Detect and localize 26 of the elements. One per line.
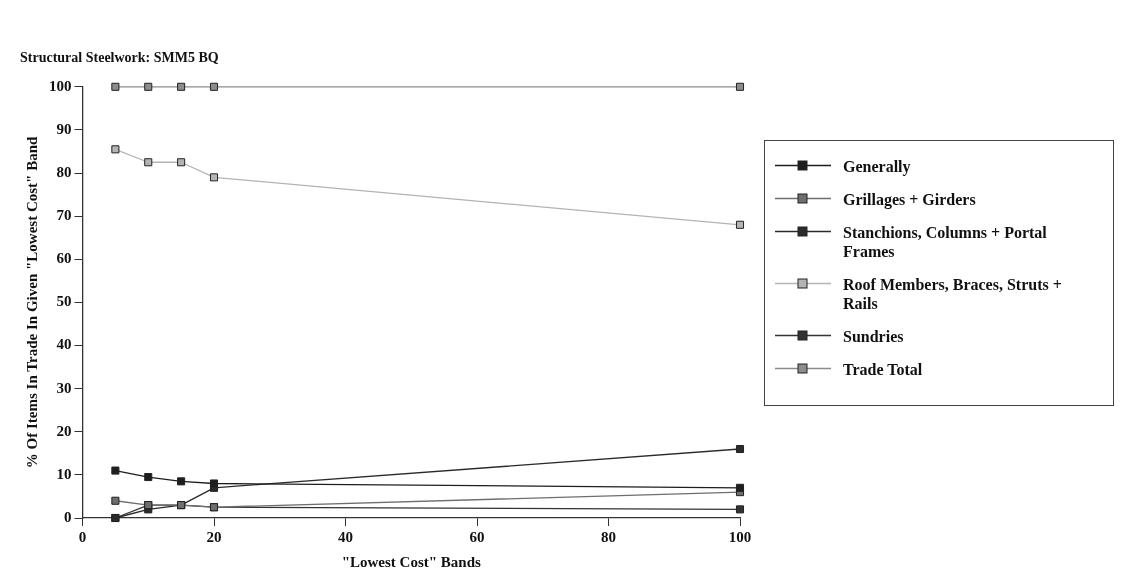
x-axis-title: "Lowest Cost" Bands [341, 553, 481, 570]
y-tick-label: 80 [56, 163, 72, 180]
x-tick-label: 0 [78, 528, 87, 545]
y-tick-label: 60 [56, 250, 72, 267]
y-tick-label: 0 [64, 508, 72, 525]
chart-title: Structural Steelwork: SMM5 BQ [20, 50, 219, 66]
legend-label: Stanchions, Columns + Portal Frames [843, 223, 1048, 261]
x-tick-label: 80 [601, 528, 616, 545]
legend-label: Trade Total [843, 360, 924, 379]
y-tick-label: 100 [49, 77, 72, 94]
y-tick-label: 20 [56, 422, 72, 439]
legend-label: Generally [843, 157, 912, 176]
y-tick-label: 50 [56, 293, 72, 310]
legend-label: Grillages + Girders [843, 190, 977, 209]
y-tick-label: 10 [56, 465, 72, 482]
y-tick-label: 40 [56, 336, 72, 353]
y-tick-label: 90 [56, 120, 72, 137]
y-tick-label: 70 [56, 207, 72, 224]
y-axis-title: % Of Items In Trade In Given "Lowest Cost" Band [23, 135, 40, 469]
legend-label: Roof Members, Braces, Struts + Rails [843, 275, 1063, 313]
x-tick-label: 100 [728, 528, 752, 545]
x-tick-label: 60 [469, 528, 485, 545]
x-tick-label: 40 [338, 528, 353, 545]
x-tick-label: 20 [206, 528, 222, 545]
legend-label: Sundries [843, 327, 905, 346]
y-tick-label: 30 [56, 379, 72, 396]
